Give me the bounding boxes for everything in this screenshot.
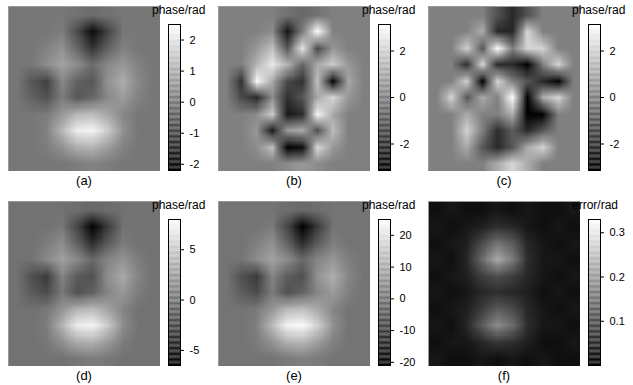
svg-text:2: 2 (190, 34, 196, 46)
html-text:(b): (b) (286, 173, 302, 188)
svg-text:-1: -1 (190, 127, 200, 139)
html-text:(d): (d) (76, 368, 92, 383)
svg-text:1: 1 (190, 65, 196, 77)
svg-text:0: 0 (400, 292, 406, 304)
svg-text:-2: -2 (610, 138, 620, 150)
svg-text:-10: -10 (400, 324, 416, 336)
svg-text:5: 5 (190, 243, 196, 255)
svg-text:10: 10 (400, 261, 412, 273)
html-text:error/rad: error/rad (572, 198, 618, 212)
html-text:phase/rad: phase/rad (572, 3, 626, 17)
svg-text:-2: -2 (190, 158, 200, 170)
svg-text:0.2: 0.2 (610, 271, 625, 283)
html-text:phase/rad: phase/rad (152, 198, 206, 212)
html-text:(c): (c) (496, 173, 512, 188)
svg-text:-2: -2 (400, 138, 410, 150)
svg-text:0.1: 0.1 (610, 315, 625, 327)
html-text:(e): (e) (286, 368, 302, 383)
svg-text:0: 0 (400, 91, 406, 103)
svg-text:0: 0 (190, 294, 196, 306)
svg-text:20: 20 (400, 229, 412, 241)
html-text:phase/rad: phase/rad (362, 3, 416, 17)
svg-text:0.3: 0.3 (610, 226, 625, 238)
html-text:(f): (f) (497, 368, 511, 383)
svg-text:0: 0 (190, 96, 196, 108)
html-text:(a): (a) (76, 173, 92, 188)
svg-text:0: 0 (610, 91, 616, 103)
html-text:phase/rad: phase/rad (362, 198, 416, 212)
svg-text:2: 2 (610, 45, 616, 57)
html-text:phase/rad: phase/rad (152, 3, 206, 17)
svg-text:-5: -5 (190, 344, 200, 356)
svg-text:2: 2 (400, 45, 406, 57)
svg-text:-20: -20 (400, 356, 416, 368)
